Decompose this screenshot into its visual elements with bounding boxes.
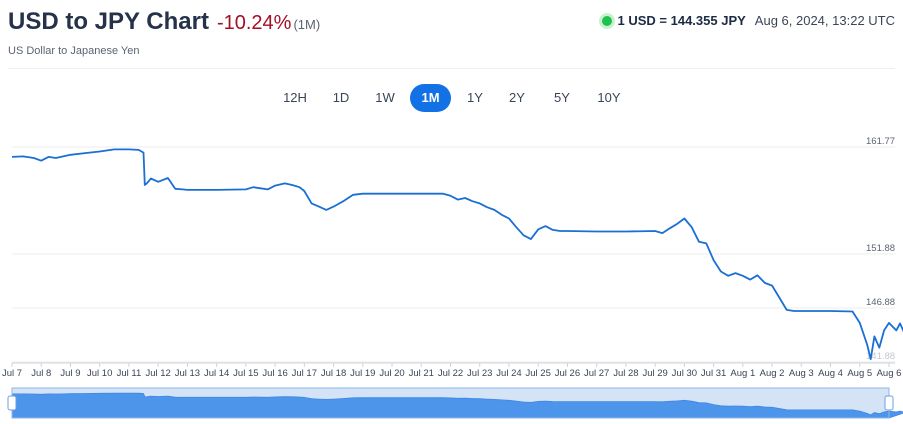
header-divider <box>8 68 895 69</box>
x-tick-label: Aug 6 <box>877 368 902 379</box>
x-tick-label: Aug 2 <box>760 368 785 379</box>
x-tick-label: Jul 7 <box>2 368 22 379</box>
tab-5y[interactable]: 5Y <box>554 90 570 105</box>
x-tick-label: Jul 17 <box>292 368 317 379</box>
x-tick-label: Jul 24 <box>496 368 521 379</box>
x-tick-label: Jul 27 <box>584 368 609 379</box>
x-tick-label: Jul 22 <box>438 368 463 379</box>
y-tick-label: 146.88 <box>866 297 895 308</box>
x-tick-label: Jul 25 <box>526 368 551 379</box>
x-tick-label: Aug 3 <box>789 368 814 379</box>
x-tick-label: Jul 30 <box>672 368 697 379</box>
live-dot-icon <box>601 15 612 26</box>
x-tick-label: Jul 26 <box>555 368 580 379</box>
navigator-area <box>11 392 903 419</box>
live-rate: 1 USD = 144.355 JPY Aug 6, 2024, 13:22 U… <box>601 13 895 28</box>
x-tick-label: Jul 9 <box>60 368 80 379</box>
x-tick-label: Jul 11 <box>117 368 142 379</box>
tab-10y[interactable]: 10Y <box>597 90 621 105</box>
tab-1d[interactable]: 1D <box>332 90 350 105</box>
x-tick-label: Jul 31 <box>701 368 726 379</box>
rate-timestamp: Aug 6, 2024, 13:22 UTC <box>754 13 895 28</box>
x-tick-label: Jul 14 <box>204 368 229 379</box>
x-tick-label: Aug 4 <box>818 368 843 379</box>
x-tick-label: Jul 10 <box>87 368 112 379</box>
x-tick-label: Jul 18 <box>321 368 346 379</box>
x-tick-label: Aug 5 <box>847 368 872 379</box>
x-tick-label: Jul 29 <box>642 368 667 379</box>
grid-lines <box>12 146 895 363</box>
navigator-handle-right[interactable] <box>884 395 894 411</box>
pair-subtitle: US Dollar to Japanese Yen <box>8 45 140 57</box>
tab-2y[interactable]: 2Y <box>509 90 525 105</box>
x-tick-label: Jul 19 <box>350 368 375 379</box>
x-tick-label: Jul 20 <box>379 368 404 379</box>
x-axis: Jul 7 Jul 8 Jul 9 Jul 10 Jul 11 Jul 12 Jul 13 J… <box>2 362 902 379</box>
x-tick-label: Jul 21 <box>409 368 434 379</box>
tab-1y[interactable]: 1Y <box>467 90 483 105</box>
change-percent: -10.24% <box>216 12 292 34</box>
x-tick-label: Jul 13 <box>175 368 200 379</box>
x-tick-label: Jul 28 <box>613 368 638 379</box>
y-tick-label: 151.88 <box>866 243 895 254</box>
price-line-group <box>11 148 903 360</box>
change-period: (1M) <box>293 17 321 32</box>
x-tick-label: Jul 16 <box>262 368 287 379</box>
tab-1w[interactable]: 1W <box>375 90 395 105</box>
price-line <box>11 148 903 360</box>
y-tick-label: 141.88 <box>866 351 895 362</box>
y-tick-label: 161.77 <box>866 136 895 147</box>
navigator[interactable] <box>7 387 903 419</box>
y-axis: 161.77 151.88 146.88 141.88 <box>866 136 895 362</box>
title-row: USD to JPY Chart -10.24% (1M) <box>8 8 320 36</box>
x-tick-label: Jul 12 <box>145 368 170 379</box>
rate-value: 1 USD = 144.355 JPY <box>617 13 746 28</box>
x-tick-label: Jul 15 <box>233 368 258 379</box>
x-tick-label: Jul 8 <box>31 368 51 379</box>
tab-12h[interactable]: 12H <box>283 90 307 105</box>
page-title: USD to JPY Chart <box>8 8 209 35</box>
range-tabs: 12H 1D 1W 1M 1Y 2Y 5Y 10Y <box>0 84 903 112</box>
tab-1m[interactable]: 1M <box>410 84 451 112</box>
navigator-handle-left[interactable] <box>7 395 17 411</box>
x-tick-label: Aug 1 <box>730 368 755 379</box>
x-tick-label: Jul 23 <box>467 368 492 379</box>
price-chart: 161.77 151.88 146.88 141.88 Jul 7 Jul 8 Jul 9… <box>2 136 903 419</box>
